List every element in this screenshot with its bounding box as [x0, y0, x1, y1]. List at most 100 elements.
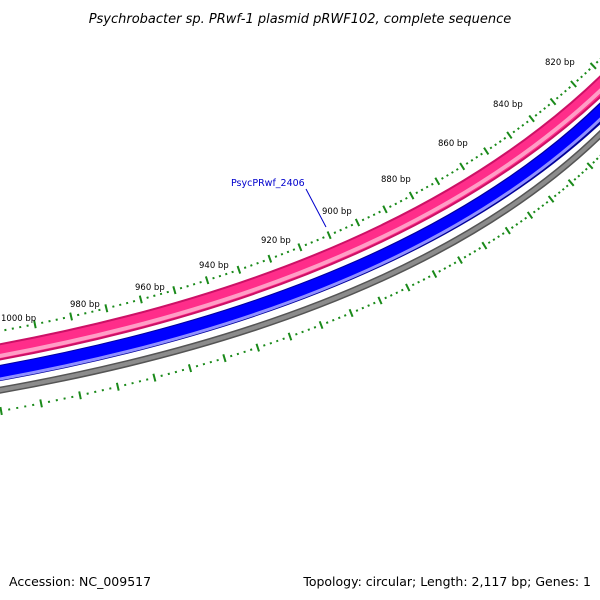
minor-tick: [538, 110, 542, 114]
feature-track: [0, 75, 600, 361]
minor-tick: [545, 201, 549, 204]
minor-tick: [568, 86, 571, 89]
minor-tick: [256, 261, 259, 265]
backbone-track: [0, 102, 600, 382]
minor-tick: [473, 250, 477, 253]
minor-tick: [361, 218, 365, 222]
minor-tick: [243, 266, 247, 269]
minor-tick: [441, 176, 444, 180]
minor-tick: [186, 285, 189, 288]
minor-tick: [249, 348, 253, 351]
minor-tick: [337, 316, 341, 320]
minor-tick: [389, 294, 393, 297]
map-title: Psychrobacter sp. PRwf-1 plasmid pRWF102…: [89, 12, 512, 27]
minor-tick: [295, 332, 298, 336]
minor-tick: [581, 171, 584, 175]
minor-tick: [367, 304, 370, 307]
tick-label-840: 840 bp: [493, 100, 523, 110]
major-tick: [481, 241, 488, 250]
minor-tick: [468, 252, 472, 256]
major-tick: [567, 179, 575, 187]
minor-tick: [310, 241, 314, 244]
minor-tick: [503, 136, 507, 140]
minor-tick: [138, 380, 142, 383]
minor-tick: [263, 344, 266, 347]
minor-tick: [584, 167, 588, 171]
major-tick: [504, 226, 511, 235]
minor-tick: [451, 171, 454, 174]
major-tick: [115, 382, 120, 391]
major-tick: [483, 147, 490, 155]
minor-tick: [372, 213, 376, 217]
minor-tick: [553, 194, 557, 198]
major-tick: [506, 131, 513, 139]
minor-tick: [400, 288, 404, 292]
major-tick: [377, 296, 383, 305]
major-tick: [69, 312, 73, 321]
gene-annotation[interactable]: PsycPRwf_2406: [231, 178, 327, 228]
minor-tick: [510, 226, 514, 229]
major-tick: [39, 399, 43, 408]
minor-tick: [304, 243, 308, 247]
minor-tick: [492, 238, 496, 242]
minor-tick: [132, 299, 136, 303]
minor-tick: [174, 370, 178, 374]
minor-tick: [537, 207, 541, 211]
minor-tick: [313, 326, 317, 329]
minor-tick: [243, 350, 246, 354]
minor-tick: [125, 301, 129, 305]
minor-tick: [262, 259, 266, 263]
minor-tick: [209, 360, 213, 364]
major-tick: [549, 97, 557, 106]
feature-band: [0, 77, 600, 359]
minor-tick: [286, 250, 290, 254]
minor-tick: [112, 305, 115, 308]
minor-tick: [224, 272, 228, 276]
minor-tick: [422, 278, 426, 281]
minor-tick: [501, 232, 505, 236]
minor-tick: [316, 238, 319, 242]
minor-tick: [405, 197, 408, 200]
summary-text: Topology: circular; Length: 2,117 bp; Ge…: [302, 574, 591, 589]
minor-tick: [301, 330, 304, 334]
minor-tick: [216, 358, 219, 362]
tick-label-1000: 1000 bp: [1, 314, 36, 324]
tick-label-group: 820 bp 840 bp 860 bp 880 bp 900 bp 920 b…: [1, 58, 575, 324]
minor-tick: [159, 292, 163, 296]
minor-tick: [573, 177, 577, 181]
minor-tick: [399, 199, 403, 203]
minor-tick: [480, 152, 483, 156]
gene-label[interactable]: PsycPRwf_2406: [231, 178, 305, 189]
minor-tick: [564, 89, 567, 93]
gc-ring: [0, 131, 600, 393]
minor-tick: [331, 318, 335, 322]
minor-tick: [91, 310, 94, 313]
outer-tick-track: [4, 58, 600, 332]
major-tick: [459, 162, 466, 171]
minor-tick: [275, 339, 279, 343]
minor-tick: [131, 381, 134, 385]
minor-tick: [487, 241, 491, 244]
minor-tick: [218, 274, 222, 278]
minor-tick: [236, 352, 240, 356]
minor-tick: [146, 296, 149, 299]
minor-tick: [430, 182, 434, 186]
major-tick: [382, 205, 388, 214]
major-tick: [354, 218, 361, 227]
minor-tick: [584, 71, 587, 75]
major-tick: [405, 283, 411, 292]
major-tick: [138, 295, 143, 304]
tick-label-820: 820 bp: [545, 58, 575, 68]
minor-tick: [595, 157, 599, 161]
minor-tick: [361, 306, 365, 310]
minor-tick: [350, 223, 354, 227]
minor-tick: [372, 301, 376, 305]
minor-tick: [534, 113, 538, 117]
minor-tick: [559, 93, 563, 97]
minor-tick: [325, 321, 329, 324]
minor-tick: [547, 103, 551, 107]
minor-tick: [497, 235, 500, 239]
minor-tick: [86, 392, 89, 395]
minor-tick: [153, 294, 156, 298]
minor-tick: [425, 185, 429, 189]
